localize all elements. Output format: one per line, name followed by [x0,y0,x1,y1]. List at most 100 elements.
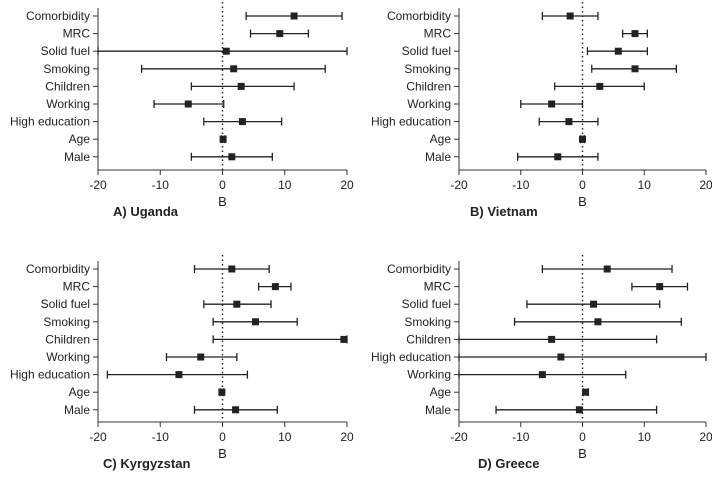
category-label: Working [46,97,90,111]
x-axis-label: B [218,446,227,461]
point-estimate [237,82,245,90]
point-estimate [596,82,604,90]
category-label: Working [407,368,451,382]
point-estimate [590,300,598,308]
x-tick-label: -20 [450,178,468,192]
point-estimate [184,100,192,108]
category-label: Solid fuel [41,297,90,311]
x-tick-label: -20 [450,430,468,444]
category-label: MRC [424,27,452,41]
point-estimate [575,406,583,414]
x-tick-label: -10 [512,178,530,192]
category-label: Male [64,150,90,164]
category-label: Age [69,132,91,146]
point-estimate [594,318,602,326]
category-label: Children [406,332,451,346]
point-estimate [290,12,298,20]
forest-panel-1: -20 -10 0 10 20 B A) Uganda Comorbidity MRC Solid… [10,2,354,219]
point-estimate [228,265,236,273]
category-label: Smoking [404,315,451,329]
x-tick-label: 0 [219,430,226,444]
x-tick-label: 0 [579,178,586,192]
category-label: Age [430,132,452,146]
category-label: Solid fuel [402,297,451,311]
x-tick-label: 0 [579,430,586,444]
x-tick-label: 0 [219,178,226,192]
x-axis-label: B [578,446,587,461]
point-estimate [538,371,546,379]
point-estimate [603,265,611,273]
x-tick-label: 10 [638,430,652,444]
point-estimate [232,406,240,414]
point-estimate [631,65,639,73]
point-estimate [238,118,246,126]
category-label: MRC [63,27,91,41]
category-label: Smoking [43,62,90,76]
forest-panel-2: -20 -10 0 10 20 B B) Vietnam Comorbidity MRC Soli… [371,2,712,219]
x-tick-label: -20 [89,430,107,444]
x-tick-label: 10 [278,178,292,192]
point-estimate [271,283,279,291]
x-tick-label: 20 [340,430,354,444]
point-estimate [175,371,183,379]
category-label: Male [64,403,90,417]
point-estimate [566,12,574,20]
x-tick-label: -10 [512,430,530,444]
point-estimate [631,30,639,38]
category-label: High education [10,368,90,382]
panel-title: C) Kyrgyzstan [103,456,190,471]
forest-panel-3: -20 -10 0 10 20 B C) Kyrgyzstan Comorbidity MRC S… [10,255,354,471]
point-estimate [614,47,622,55]
point-estimate [233,300,241,308]
forest-panel-4: -20 -10 0 10 20 B D) Greece Comorbidity MRC Solid… [371,255,712,471]
category-label: Solid fuel [402,44,451,58]
category-label: Age [69,385,91,399]
panel-title: D) Greece [478,456,539,471]
category-label: High education [371,350,451,364]
point-estimate [656,283,664,291]
point-estimate [276,30,284,38]
x-tick-label: 20 [699,430,712,444]
category-label: Comorbidity [26,9,90,23]
point-estimate [197,353,205,361]
x-axis-label: B [578,194,587,209]
point-estimate [251,318,259,326]
category-label: MRC [424,280,452,294]
point-estimate [554,153,562,161]
category-label: Children [45,79,90,93]
point-estimate [230,65,238,73]
x-tick-label: 20 [699,178,712,192]
x-axis-label: B [218,194,227,209]
point-estimate [548,100,556,108]
category-label: Children [406,79,451,93]
category-label: Male [425,150,451,164]
point-estimate [222,47,230,55]
category-label: Working [407,97,451,111]
point-estimate [218,388,226,396]
x-tick-label: 20 [340,178,354,192]
point-estimate [565,118,573,126]
x-tick-label: -20 [89,178,107,192]
category-label: Male [425,403,451,417]
category-label: Working [46,350,90,364]
point-estimate [548,335,556,343]
category-label: High education [10,115,90,129]
point-estimate [219,135,227,143]
category-label: Smoking [43,315,90,329]
category-label: High education [371,115,451,129]
point-estimate [228,153,236,161]
point-estimate [340,335,348,343]
x-tick-label: 10 [638,178,652,192]
point-estimate [557,353,565,361]
category-label: Smoking [404,62,451,76]
point-estimate [579,135,586,143]
category-label: Children [45,332,90,346]
point-estimate [582,388,590,396]
x-tick-label: -10 [152,178,170,192]
panel-title: B) Vietnam [470,204,538,219]
category-label: Solid fuel [41,44,90,58]
category-label: MRC [63,280,91,294]
category-label: Comorbidity [387,9,451,23]
x-tick-label: 10 [278,430,292,444]
